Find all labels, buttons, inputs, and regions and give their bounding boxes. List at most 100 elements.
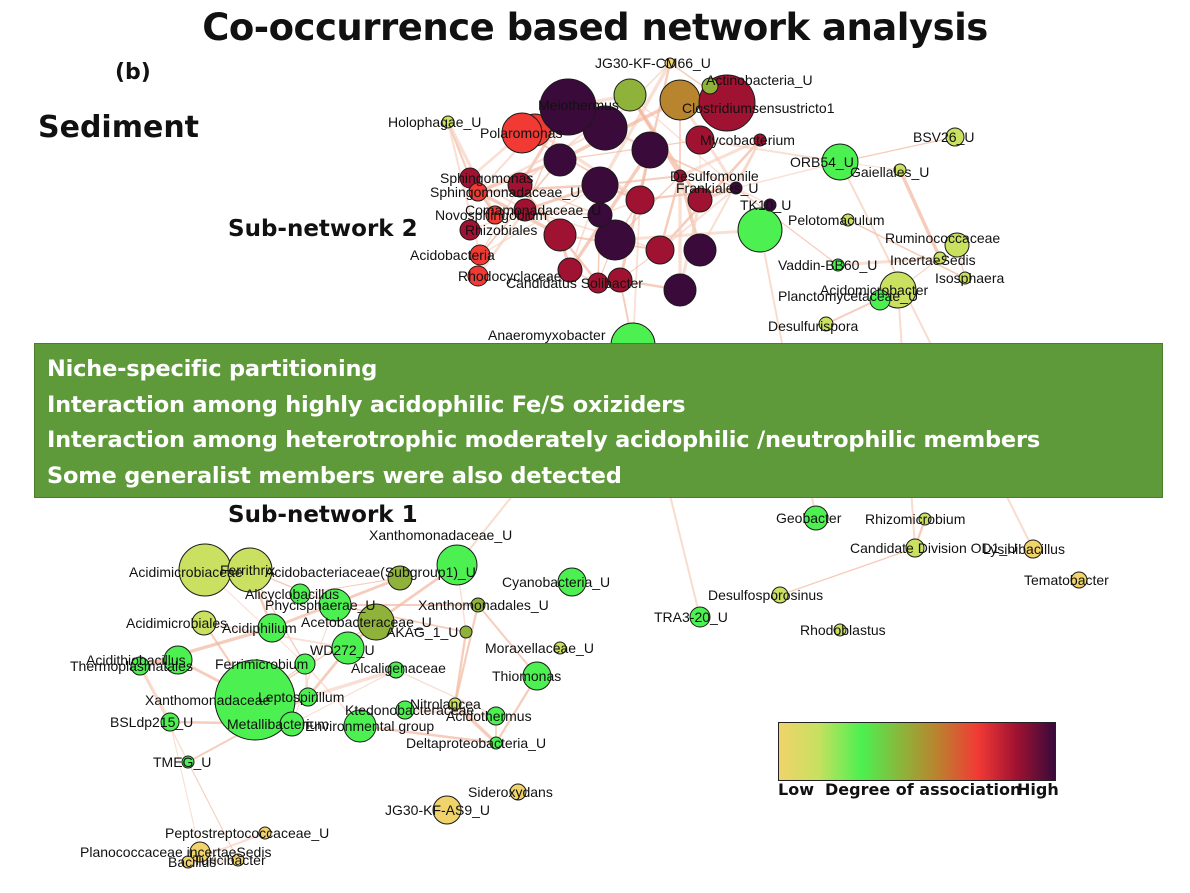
network-node-label: Acidobacteria [410, 247, 495, 263]
network-edge [659, 187, 737, 251]
network-edge [187, 761, 239, 861]
network-edge [847, 219, 966, 279]
network-node-label: Alcaligenaceae [351, 660, 446, 676]
network-node-label: Moraxellaceae_U [485, 640, 594, 656]
network-node-label: Nitrolancea [410, 696, 481, 712]
network-node-label: Sideroxydans [468, 784, 553, 800]
network-node [753, 133, 767, 147]
legend-low-label: Low [778, 780, 814, 799]
network-node [893, 163, 907, 177]
network-node [581, 166, 619, 204]
network-node [613, 78, 647, 112]
network-node [160, 712, 180, 732]
network-node [831, 258, 845, 272]
network-node-label: Xanthomonadales_U [418, 597, 549, 613]
network-node [625, 185, 655, 215]
network-node-label: IncertaeSedis [890, 252, 976, 268]
network-node [869, 289, 891, 311]
network-node [432, 795, 462, 825]
network-node-label: Clostridiumsensustricto1 [682, 100, 835, 116]
habitat-label: Sediment [38, 110, 200, 145]
network-node [441, 115, 455, 129]
network-node [1023, 539, 1043, 559]
network-node-label: Sphingomonas [440, 170, 533, 186]
network-edge [477, 183, 601, 194]
network-node [509, 783, 527, 801]
network-node [1070, 571, 1088, 589]
network-node [470, 597, 486, 613]
network-node [729, 181, 743, 195]
network-node-label: Candidate Division OD1_U [850, 540, 1017, 556]
network-node-label: JG30-KF-CM66_U [595, 55, 711, 71]
network-node-label: TRA3-20_U [654, 609, 728, 625]
network-node-label: Environmental group [305, 718, 434, 734]
network-edge [139, 665, 189, 763]
association-color-scale [778, 722, 1056, 781]
network-node-label: JG30-KF-AS9_U [385, 802, 490, 818]
network-node-label: Acidomicrobacter [820, 282, 928, 298]
network-edge [453, 631, 468, 705]
network-node [486, 706, 506, 726]
network-node [687, 187, 713, 213]
network-node [507, 172, 533, 198]
network-node [469, 244, 491, 266]
callout-line: Niche-specific partitioning [47, 356, 378, 382]
network-node [258, 826, 272, 840]
network-node-label: Phycisphaerae_U [265, 597, 376, 613]
network-node-label: Deltaproteobacteria_U [406, 735, 546, 751]
network-node-label: Actinobacteria_U [706, 72, 813, 88]
network-node-label: Rhizomicrobium [865, 511, 965, 527]
network-node [833, 623, 847, 637]
network-node-label: Ferrimicrobium [215, 656, 308, 672]
network-edge [334, 604, 467, 633]
network-node-label: Frankiales_U [676, 180, 758, 196]
network-node [958, 271, 972, 285]
network-edge [898, 169, 942, 259]
network-node [467, 265, 489, 287]
network-node [543, 143, 577, 177]
network-node-label: Acetobacteraceae_U [301, 614, 432, 630]
network-node [459, 625, 473, 639]
network-edge [453, 702, 498, 745]
network-node [459, 219, 481, 241]
network-node [673, 169, 687, 183]
network-node [557, 567, 587, 597]
network-node-label: Ktedonobacteraceae [345, 702, 474, 718]
network-node [214, 659, 296, 741]
network-node [357, 603, 395, 641]
network-node [587, 272, 609, 294]
summary-callout-box: Niche-specific partitioning Interaction … [34, 343, 1163, 498]
network-node [279, 711, 305, 737]
network-node [663, 273, 697, 307]
network-node [683, 233, 717, 267]
network-node-label: Rhizobiales [465, 222, 537, 238]
network-node [387, 661, 405, 679]
network-edge [699, 138, 841, 164]
network-node-label: WD272_U [310, 642, 375, 658]
network-node-label: Lysinibacillus [983, 541, 1065, 557]
network-node-label: Metallibacterium [227, 716, 329, 732]
network-edge [519, 184, 601, 216]
network-node [501, 112, 543, 154]
network-edge [524, 208, 601, 217]
network-edge [779, 547, 916, 596]
network-node-label: Turicibacter [193, 852, 266, 868]
network-edge [534, 128, 641, 202]
subnetwork-2-label: Sub-network 2 [228, 216, 418, 242]
network-node [539, 78, 597, 136]
network-node [331, 631, 365, 665]
network-node-label: TK10_U [740, 197, 791, 213]
network-node-label: Acidithiobacillus [86, 652, 186, 668]
network-node [163, 645, 193, 675]
network-edge [632, 199, 641, 346]
network-node-label: BSV26_U [913, 129, 974, 145]
network-node [944, 232, 970, 258]
network-node [436, 544, 478, 586]
network-node-label: Comamonadaceae_U [465, 202, 601, 218]
network-node [513, 198, 537, 222]
network-node-label: Meiothermus [538, 97, 619, 113]
network-node-label: Leptospirillum [258, 689, 344, 705]
network-node [818, 316, 834, 332]
